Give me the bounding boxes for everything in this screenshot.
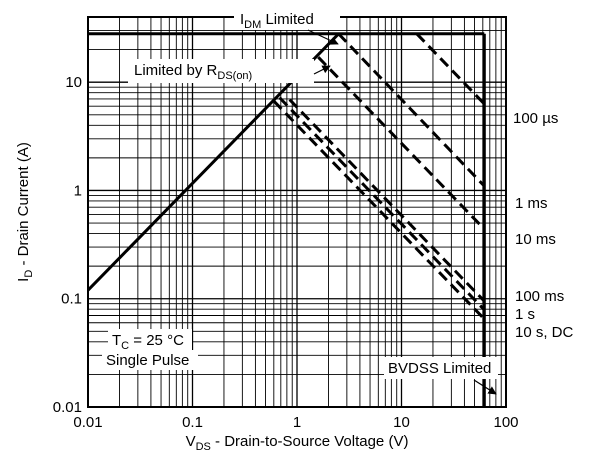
label-10ms: 10 ms [515, 231, 556, 248]
x-axis-title: VDS - Drain-to-Source Voltage (V) [186, 433, 409, 453]
svg-text:IDM Limited: IDM Limited [240, 11, 314, 31]
rds-on-label: Limited by RDS(on) [128, 59, 331, 83]
y-axis-title: ID - Drain Current (A) [15, 142, 35, 282]
label-100us: 100 µs [513, 110, 558, 127]
label-1s: 1 s [515, 306, 535, 323]
x-tick-label: 1 [293, 414, 301, 431]
svg-text:BVDSS Limited: BVDSS Limited [388, 360, 491, 377]
svg-text:TC = 25 °C: TC = 25 °C [112, 332, 184, 352]
y-tick-label: 1 [74, 182, 82, 199]
label-10s-dc: 10 s, DC [515, 324, 574, 341]
svg-text:Limited by RDS(on): Limited by RDS(on) [134, 62, 252, 82]
bvdss-arrow [473, 379, 497, 395]
bvdss-limited-label: BVDSS Limited [384, 357, 498, 395]
rds-arrow [313, 65, 331, 75]
series-labels: 100 µs 1 ms 10 ms 100 ms 1 s 10 s, DC [510, 107, 574, 343]
single-pulse-label: Single Pulse [102, 350, 198, 370]
annotations: IDM Limited Limited by RDS(on) TC = 25 °… [102, 8, 574, 395]
x-tick-label: 0.1 [182, 414, 203, 431]
series-line-4 [337, 32, 486, 188]
svg-text:Single Pulse: Single Pulse [106, 352, 189, 369]
y-tick-label: 0.1 [61, 291, 82, 308]
x-tick-label: 10 [393, 414, 410, 431]
series-line-7 [278, 96, 486, 311]
idm-limited-label: IDM Limited [234, 8, 340, 45]
label-1ms: 1 ms [515, 195, 548, 212]
label-100ms: 100 ms [515, 288, 564, 305]
x-tick-label: 100 [493, 414, 518, 431]
tick-labels: 0.01 0.1 1 10 100 0.01 0.1 1 10 [53, 74, 519, 431]
idm-arrow [307, 29, 339, 45]
y-tick-label: 0.01 [53, 399, 82, 416]
tc-label: TC = 25 °C [108, 329, 192, 352]
x-tick-label: 0.01 [73, 414, 102, 431]
series-line-5 [317, 56, 486, 231]
series-line-6 [288, 98, 486, 303]
y-tick-label: 10 [65, 74, 82, 91]
series-line-8 [272, 99, 486, 321]
